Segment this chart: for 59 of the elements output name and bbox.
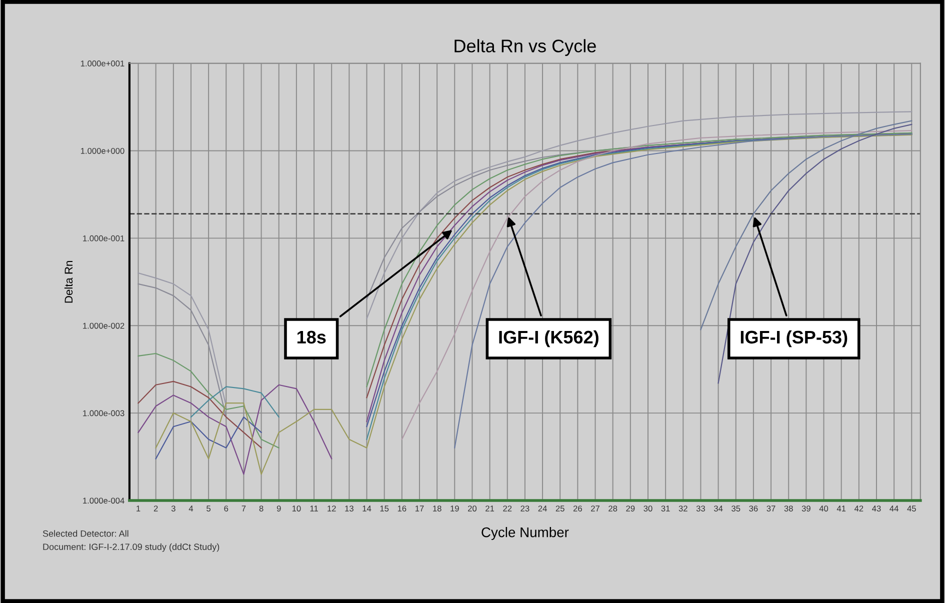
x-tick-label: 37 xyxy=(766,506,776,512)
x-tick-label: 10 xyxy=(292,506,301,512)
text: Document: IGF-I-2.17.09 study (ddCt Study) xyxy=(43,543,220,552)
x-tick-label: 19 xyxy=(450,506,459,512)
x-tick-label: 30 xyxy=(644,506,652,512)
x-tick-label: 42 xyxy=(854,506,864,512)
x-tick-label: 17 xyxy=(415,506,424,512)
x-tick-label: 2 xyxy=(154,506,158,512)
x-tick-label: 45 xyxy=(907,506,916,512)
x-tick-label: 44 xyxy=(890,506,898,512)
x-tick-label: 20 xyxy=(468,506,477,512)
x-tick-label: 27 xyxy=(591,506,600,512)
text: Selected Detector: All xyxy=(42,530,128,537)
x-tick-label: 36 xyxy=(749,506,758,512)
x-tick-label: 39 xyxy=(802,506,810,512)
x-tick-label: 18 xyxy=(433,506,442,512)
x-tick-label: 34 xyxy=(714,506,723,512)
x-tick-label: 21 xyxy=(486,506,494,512)
x-tick-label: 11 xyxy=(310,506,318,512)
x-tick-label: 25 xyxy=(556,506,564,512)
x-tick-label: 23 xyxy=(520,506,530,512)
x-tick-label: 5 xyxy=(206,506,211,512)
x-tick-label: 8 xyxy=(259,506,264,512)
x-tick-label: 35 xyxy=(732,506,740,512)
y-tick-label: 1.000e+000 xyxy=(80,148,124,154)
x-tick-label: 1 xyxy=(136,506,140,512)
x-tick-label: 28 xyxy=(608,506,618,512)
x-tick-label: 15 xyxy=(380,506,389,512)
x-tick-label: 38 xyxy=(784,506,793,512)
annotation: 18s xyxy=(297,330,326,344)
x-tick-label: 33 xyxy=(696,506,705,512)
x-tick-label: 4 xyxy=(188,506,194,512)
y-tick-label: 1.000e-003 xyxy=(83,410,124,416)
x-tick-label: 13 xyxy=(345,506,354,512)
annotation: IGF-I (SP-53) xyxy=(740,330,848,348)
x-tick-label: 32 xyxy=(678,506,688,512)
y-tick-label: 1.000e-001 xyxy=(83,235,124,242)
x-tick-label: 29 xyxy=(626,506,635,512)
x-tick-label: 24 xyxy=(538,506,547,512)
y-tick-label: 1.000e-004 xyxy=(83,498,124,504)
x-tick-label: 14 xyxy=(362,506,372,512)
x-tick-label: 22 xyxy=(503,506,512,512)
x-tick-label: 26 xyxy=(573,506,582,512)
y-tick-label: 1.000e-002 xyxy=(83,322,124,329)
y-axis-title: Delta Rn xyxy=(64,261,73,303)
x-tick-label: 40 xyxy=(819,506,828,512)
x-tick-label: 31 xyxy=(661,506,670,512)
x-tick-label: 9 xyxy=(276,506,281,512)
annotation: IGF-I (K562) xyxy=(499,330,598,348)
x-tick-label: 16 xyxy=(398,506,406,512)
x-tick-label: 7 xyxy=(242,506,246,512)
chart-title: Delta Rn vs Cycle xyxy=(454,39,596,56)
y-tick-label: 1.000e+001 xyxy=(80,60,124,66)
x-tick-label: 41 xyxy=(836,506,846,512)
x-tick-label: 6 xyxy=(224,506,228,512)
x-tick-label: 12 xyxy=(328,506,336,512)
x-axis-title: Cycle Number xyxy=(482,527,569,540)
x-tick-label: 43 xyxy=(872,506,881,512)
x-tick-label: 3 xyxy=(171,506,176,512)
